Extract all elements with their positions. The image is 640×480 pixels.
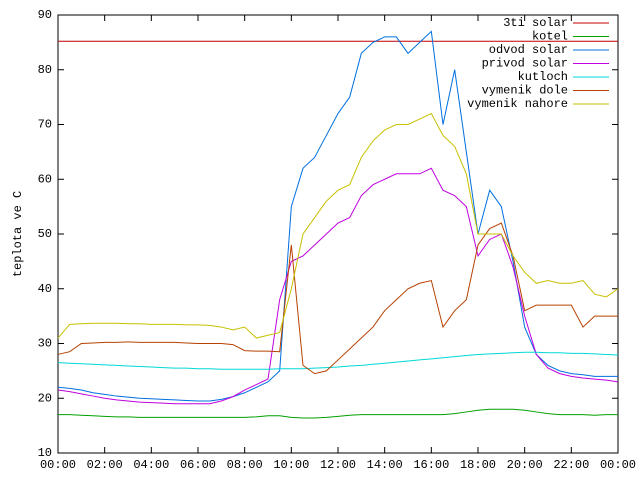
y-tick-label: 10	[38, 446, 52, 460]
x-tick-label: 00:00	[40, 458, 76, 472]
legend-label: 3ti solar	[503, 16, 568, 30]
series-line	[57, 351, 619, 370]
y-tick-label: 90	[38, 8, 52, 22]
y-tick-label: 20	[38, 391, 52, 405]
x-tick-label: 22:00	[553, 458, 589, 472]
y-tick-label: 80	[38, 63, 52, 77]
legend-label: vymenik dole	[482, 84, 568, 98]
legend-label: kutloch	[518, 70, 568, 84]
x-tick-label: 06:00	[180, 458, 216, 472]
x-tick-label: 12:00	[320, 458, 356, 472]
legend-label: vymenik nahore	[467, 97, 568, 111]
x-tick-label: 08:00	[227, 458, 263, 472]
x-tick-label: 18:00	[460, 458, 496, 472]
series-line	[57, 112, 619, 339]
legend-label: privod solar	[482, 57, 568, 71]
x-tick-label: 04:00	[133, 458, 169, 472]
x-tick-label: 16:00	[413, 458, 449, 472]
series-line	[57, 30, 618, 402]
x-tick-label: 10:00	[273, 458, 309, 472]
legend-label: kotel	[532, 30, 568, 44]
y-tick-label: 60	[38, 172, 52, 186]
y-tick-label: 40	[38, 282, 52, 296]
x-tick-label: 20:00	[507, 458, 543, 472]
series-line	[57, 222, 618, 375]
legend-label: odvod solar	[489, 43, 568, 57]
x-tick-label: 02:00	[87, 458, 123, 472]
x-tick-label: 14:00	[367, 458, 403, 472]
y-tick-label: 30	[38, 337, 52, 351]
series-line	[57, 167, 619, 405]
x-tick-label: 00:00	[600, 458, 636, 472]
series-line	[58, 408, 618, 419]
y-tick-label: 70	[38, 118, 52, 132]
y-axis-label: teplota ve C	[11, 191, 25, 277]
y-tick-label: 50	[38, 227, 52, 241]
